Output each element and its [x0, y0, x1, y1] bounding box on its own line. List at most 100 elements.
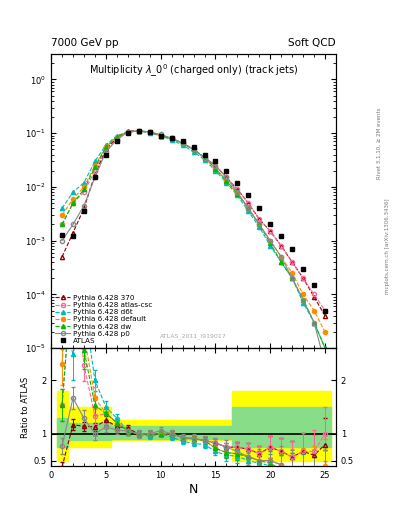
Pythia 6.428 d6t — [301, 300, 305, 306]
Pythia 6.428 atlas-csc — [169, 135, 174, 141]
Pythia 6.428 370 — [114, 135, 119, 141]
Pythia 6.428 dw — [82, 186, 86, 193]
Pythia 6.428 p0 — [93, 175, 97, 181]
Pythia 6.428 atlas-csc — [158, 133, 163, 139]
Pythia 6.428 370 — [268, 228, 273, 234]
Line: Pythia 6.428 atlas-csc: Pythia 6.428 atlas-csc — [60, 129, 327, 313]
Pythia 6.428 370 — [246, 200, 251, 206]
Pythia 6.428 default — [312, 308, 316, 314]
Pythia 6.428 370 — [147, 129, 152, 135]
Pythia 6.428 370 — [257, 216, 262, 222]
Pythia 6.428 d6t — [169, 137, 174, 143]
Pythia 6.428 p0 — [125, 129, 130, 135]
Y-axis label: Ratio to ATLAS: Ratio to ATLAS — [21, 376, 30, 438]
Pythia 6.428 atlas-csc — [180, 140, 185, 146]
Pythia 6.428 d6t — [202, 157, 207, 163]
Pythia 6.428 dw — [312, 319, 316, 326]
Pythia 6.428 d6t — [257, 224, 262, 230]
Pythia 6.428 d6t — [103, 142, 108, 148]
Text: 7000 GeV pp: 7000 GeV pp — [51, 38, 119, 48]
Pythia 6.428 dw — [323, 345, 327, 351]
Pythia 6.428 atlas-csc — [71, 200, 75, 206]
Pythia 6.428 p0 — [136, 128, 141, 134]
Pythia 6.428 p0 — [180, 140, 185, 146]
Pythia 6.428 atlas-csc — [323, 308, 327, 314]
Pythia 6.428 370 — [93, 172, 97, 178]
Pythia 6.428 atlas-csc — [82, 189, 86, 195]
Pythia 6.428 370 — [312, 294, 316, 300]
Pythia 6.428 370 — [202, 155, 207, 161]
Pythia 6.428 dw — [114, 134, 119, 140]
Pythia 6.428 atlas-csc — [114, 134, 119, 140]
Pythia 6.428 370 — [301, 275, 305, 281]
Pythia 6.428 370 — [158, 133, 163, 139]
Pythia 6.428 dw — [202, 155, 207, 161]
Pythia 6.428 default — [147, 129, 152, 135]
Pythia 6.428 dw — [246, 205, 251, 211]
Pythia 6.428 d6t — [323, 345, 327, 351]
Line: Pythia 6.428 default: Pythia 6.428 default — [60, 129, 327, 334]
Pythia 6.428 default — [257, 221, 262, 227]
Pythia 6.428 dw — [136, 128, 141, 134]
Line: Pythia 6.428 d6t: Pythia 6.428 d6t — [60, 129, 327, 350]
Pythia 6.428 d6t — [246, 208, 251, 215]
Pythia 6.428 default — [103, 144, 108, 150]
Pythia 6.428 d6t — [136, 128, 141, 134]
Pythia 6.428 atlas-csc — [268, 228, 273, 234]
Pythia 6.428 default — [301, 291, 305, 297]
Pythia 6.428 370 — [136, 128, 141, 134]
Pythia 6.428 p0 — [158, 131, 163, 137]
Text: ATLAS_2011_I919017: ATLAS_2011_I919017 — [160, 334, 227, 339]
Pythia 6.428 d6t — [93, 158, 97, 164]
Pythia 6.428 dw — [125, 129, 130, 135]
Pythia 6.428 atlas-csc — [279, 243, 284, 249]
Pythia 6.428 370 — [71, 230, 75, 236]
Pythia 6.428 370 — [279, 243, 284, 249]
Pythia 6.428 dw — [268, 240, 273, 246]
Pythia 6.428 d6t — [125, 129, 130, 135]
Pythia 6.428 370 — [224, 175, 229, 181]
Line: Pythia 6.428 p0: Pythia 6.428 p0 — [60, 129, 327, 367]
Pythia 6.428 p0 — [202, 155, 207, 161]
Text: Rivet 3.1.10, ≥ 2M events: Rivet 3.1.10, ≥ 2M events — [377, 108, 382, 179]
Pythia 6.428 370 — [60, 254, 64, 260]
Pythia 6.428 p0 — [213, 162, 218, 168]
Pythia 6.428 p0 — [147, 129, 152, 135]
Pythia 6.428 atlas-csc — [312, 291, 316, 297]
Pythia 6.428 d6t — [235, 192, 240, 198]
Text: mcplots.cern.ch [arXiv:1306.3436]: mcplots.cern.ch [arXiv:1306.3436] — [385, 198, 389, 293]
Pythia 6.428 default — [82, 184, 86, 190]
Pythia 6.428 d6t — [191, 148, 196, 155]
Pythia 6.428 dw — [279, 259, 284, 265]
Pythia 6.428 atlas-csc — [191, 146, 196, 153]
Pythia 6.428 d6t — [213, 167, 218, 174]
Pythia 6.428 370 — [180, 140, 185, 146]
Pythia 6.428 p0 — [268, 238, 273, 244]
Pythia 6.428 default — [246, 205, 251, 211]
Pythia 6.428 p0 — [301, 296, 305, 303]
Pythia 6.428 p0 — [257, 221, 262, 227]
Pythia 6.428 370 — [290, 259, 294, 265]
Line: Pythia 6.428 dw: Pythia 6.428 dw — [60, 129, 327, 350]
Pythia 6.428 default — [125, 129, 130, 135]
Pythia 6.428 p0 — [279, 254, 284, 260]
Pythia 6.428 370 — [82, 205, 86, 211]
Pythia 6.428 d6t — [114, 133, 119, 139]
Pythia 6.428 atlas-csc — [125, 129, 130, 135]
Pythia 6.428 atlas-csc — [246, 200, 251, 206]
Pythia 6.428 atlas-csc — [136, 128, 141, 134]
Pythia 6.428 d6t — [82, 180, 86, 186]
Pythia 6.428 d6t — [147, 130, 152, 136]
Pythia 6.428 default — [323, 329, 327, 335]
Text: Multiplicity $\lambda\_0^0$ (charged only) (track jets): Multiplicity $\lambda\_0^0$ (charged onl… — [89, 62, 298, 79]
Legend: Pythia 6.428 370, Pythia 6.428 atlas-csc, Pythia 6.428 d6t, Pythia 6.428 default: Pythia 6.428 370, Pythia 6.428 atlas-csc… — [53, 293, 154, 346]
Pythia 6.428 p0 — [60, 238, 64, 244]
Pythia 6.428 p0 — [71, 221, 75, 227]
Pythia 6.428 d6t — [279, 259, 284, 265]
Pythia 6.428 p0 — [246, 205, 251, 211]
Pythia 6.428 370 — [191, 146, 196, 153]
Pythia 6.428 atlas-csc — [290, 259, 294, 265]
Pythia 6.428 d6t — [60, 205, 64, 211]
Pythia 6.428 dw — [301, 296, 305, 303]
Pythia 6.428 dw — [71, 200, 75, 206]
